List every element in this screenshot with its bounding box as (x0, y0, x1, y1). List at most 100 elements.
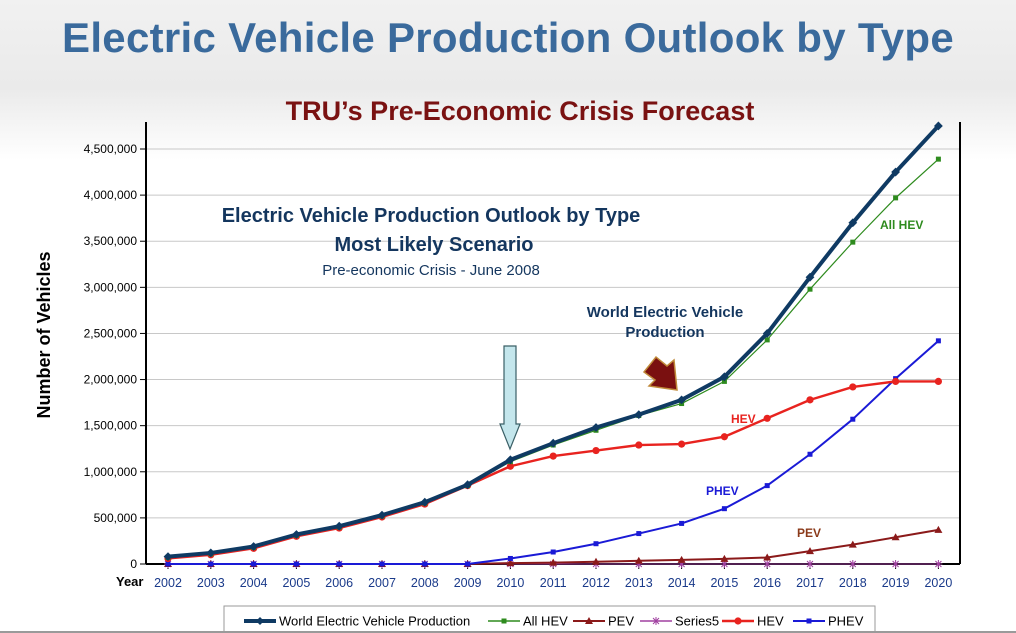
x-tick-label: 2005 (282, 576, 310, 590)
data-point-hev (592, 446, 600, 455)
data-point-phev (807, 451, 813, 457)
data-point-phev (293, 561, 299, 567)
data-point-series5 (934, 560, 943, 568)
data-point-phev (636, 531, 642, 537)
data-point-world (334, 521, 344, 531)
series-line (167, 124, 940, 559)
data-point-hev (892, 377, 900, 385)
data-point-hev (720, 433, 729, 441)
data-point-world (934, 121, 943, 131)
data-point-world (805, 272, 815, 282)
y-axis-ticks: 0 500,000 1,000,000 1,500,000 2,000,000 2,500… (84, 142, 146, 571)
x-tick-label: 2013 (625, 576, 653, 590)
x-tick-label: 2006 (325, 576, 353, 590)
data-point-hev (678, 440, 686, 448)
data-point-pev (720, 554, 729, 562)
inner-title-scenario: Most Likely Scenario (335, 234, 534, 256)
data-point-phev (764, 483, 770, 489)
data-point-phev (935, 338, 941, 344)
data-point-pev (763, 553, 772, 561)
data-point-phev (465, 561, 471, 567)
legend-item-hev: HEV (722, 614, 784, 629)
data-point-world (720, 372, 729, 382)
data-point-world (163, 552, 173, 562)
data-point-hev (763, 414, 771, 422)
annotation-phev: PHEV (706, 484, 739, 498)
data-point-hev (934, 377, 943, 385)
data-point-world (762, 329, 772, 338)
y-tick-label: 1,500,000 (84, 419, 138, 433)
y-tick-label: 3,500,000 (84, 234, 138, 248)
legend-label: All HEV (523, 614, 568, 629)
data-point-world (848, 218, 858, 228)
data-point-all-hev (807, 286, 813, 292)
x-tick-label: 2008 (411, 576, 439, 590)
inner-subtitle: Pre-economic Crisis - June 2008 (322, 262, 540, 279)
data-point-hev (806, 396, 814, 404)
data-point-pev (934, 525, 943, 533)
data-point-hev (506, 462, 514, 470)
legend-swatch-marker (256, 617, 264, 625)
x-axis-ticks: 2002 2003 2004 2005 2006 2007 2008 2009 2010 2011… (154, 564, 952, 590)
legend-label: PEV (608, 614, 634, 629)
legend-label: PHEV (828, 614, 864, 629)
series-layer (163, 121, 943, 568)
slide-bottom-line (0, 631, 1016, 633)
legend-swatch-marker (501, 618, 507, 624)
data-point-series5 (677, 560, 686, 568)
axes (145, 122, 961, 565)
y-axis-label: Number of Vehicles (34, 251, 54, 418)
data-point-pev (592, 557, 600, 565)
data-point-hev (549, 452, 557, 460)
data-point-world (677, 395, 686, 405)
legend-swatch-marker (806, 618, 812, 624)
x-tick-label: 2003 (197, 576, 225, 590)
data-point-hev (635, 441, 643, 449)
y-tick-label: 1,000,000 (84, 465, 138, 479)
x-axis-year-label: Year (116, 574, 143, 589)
x-tick-label: 2007 (368, 576, 396, 590)
data-point-phev (550, 549, 556, 555)
annotation-world-1: World Electric Vehicle (587, 304, 743, 321)
x-tick-label: 2009 (454, 576, 482, 590)
x-tick-label: 2020 (924, 576, 952, 590)
diagonal-arrow-icon (642, 355, 678, 391)
data-point-phev (336, 561, 342, 567)
series-world (163, 121, 943, 562)
series-phev (165, 338, 941, 567)
series-hev (164, 377, 943, 563)
data-point-phev (208, 561, 214, 567)
legend-swatch-marker (652, 617, 660, 625)
data-point-world (891, 167, 900, 177)
arrow-down-icon (499, 345, 521, 451)
legend-swatch-marker (734, 617, 742, 625)
data-point-world (206, 548, 216, 558)
data-point-all-hev (764, 337, 770, 343)
x-tick-label: 2019 (882, 576, 910, 590)
x-tick-label: 2017 (796, 576, 824, 590)
data-point-phev (593, 541, 599, 547)
data-point-pev (506, 559, 515, 567)
data-point-all-hev (935, 156, 941, 162)
x-tick-label: 2012 (582, 576, 610, 590)
data-point-phev (379, 561, 385, 567)
y-tick-label: 3,000,000 (84, 280, 138, 294)
legend-label: Series5 (675, 614, 719, 629)
data-point-series5 (720, 560, 729, 568)
data-point-phev (721, 506, 727, 512)
data-point-all-hev (893, 195, 899, 201)
annotation-all-hev: All HEV (880, 218, 923, 232)
data-point-world (420, 497, 430, 507)
data-point-all-hev (850, 239, 856, 245)
x-tick-label: 2014 (668, 576, 696, 590)
y-tick-label: 2,500,000 (84, 326, 138, 340)
x-tick-label: 2016 (753, 576, 781, 590)
x-tick-label: 2015 (710, 576, 738, 590)
data-point-pev (549, 558, 558, 566)
data-point-pev (891, 533, 900, 541)
data-point-world (463, 480, 472, 490)
inner-title: Electric Vehicle Production Outlook by T… (222, 205, 641, 227)
series-line (167, 380, 939, 560)
x-tick-label: 2018 (839, 576, 867, 590)
